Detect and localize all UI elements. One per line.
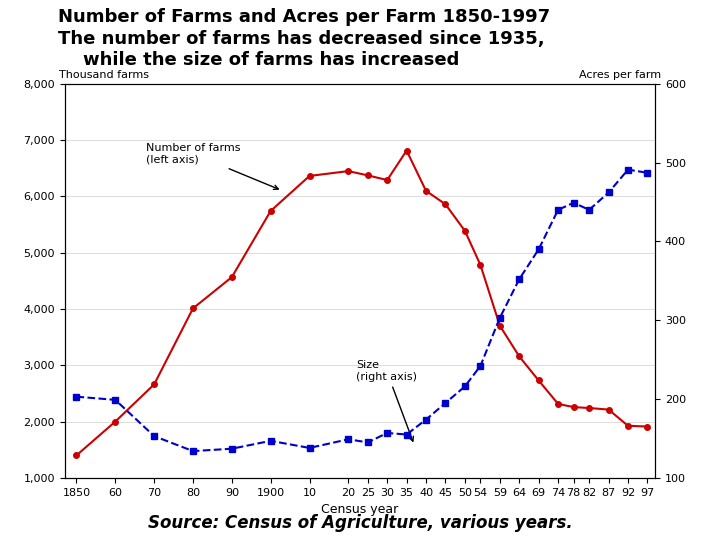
Text: while the size of farms has increased: while the size of farms has increased	[58, 51, 459, 69]
Text: Source: Census of Agriculture, various years.: Source: Census of Agriculture, various y…	[148, 514, 572, 532]
Text: Acres per farm: Acres per farm	[579, 70, 661, 80]
Text: Number of farms
(left axis): Number of farms (left axis)	[146, 143, 279, 190]
Text: Number of Farms and Acres per Farm 1850-1997: Number of Farms and Acres per Farm 1850-…	[58, 8, 550, 26]
Text: The number of farms has decreased since 1935,: The number of farms has decreased since …	[58, 30, 544, 48]
X-axis label: Census year: Census year	[321, 503, 399, 516]
Text: Thousand farms: Thousand farms	[59, 70, 149, 80]
Text: Size
(right axis): Size (right axis)	[356, 360, 417, 441]
